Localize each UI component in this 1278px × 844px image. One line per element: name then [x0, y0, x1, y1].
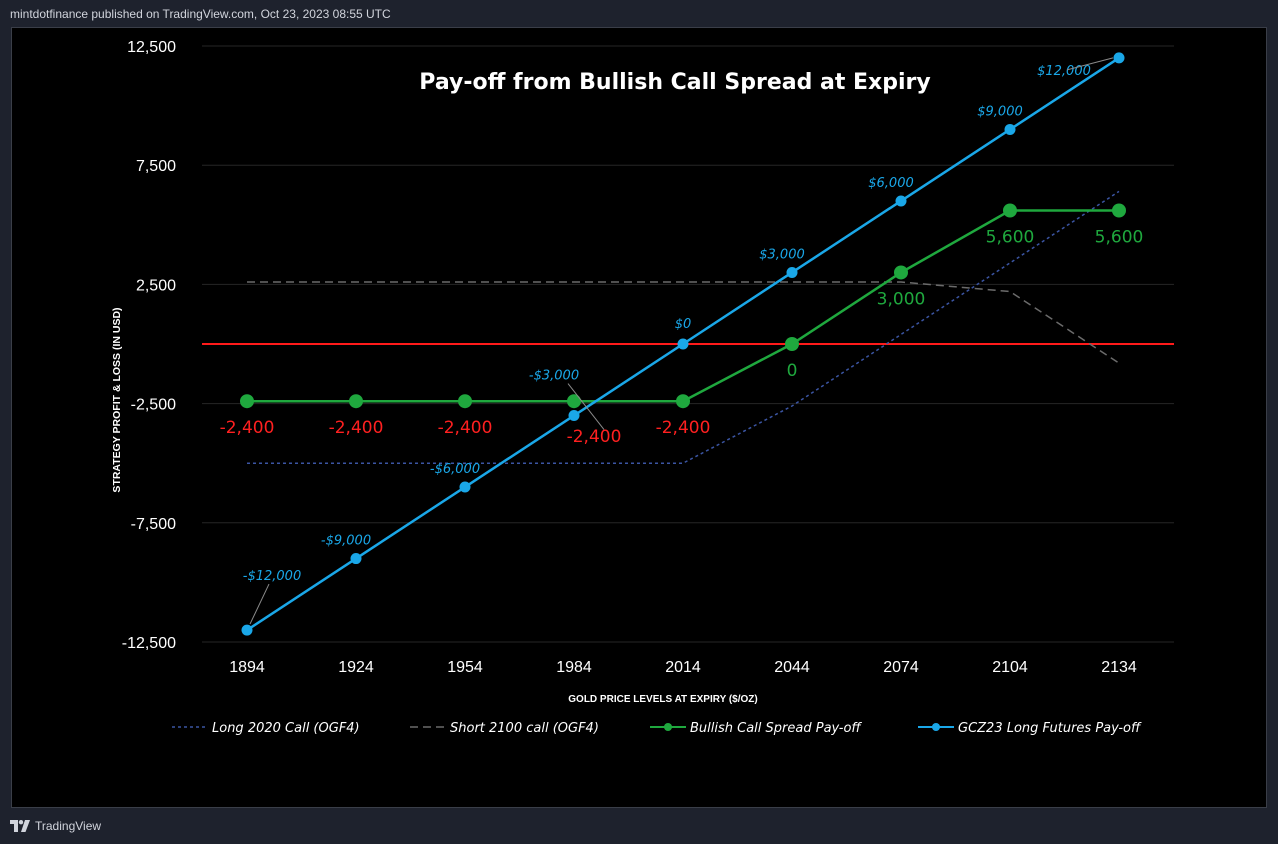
publisher-text: mintdotfinance published on TradingView.…: [10, 7, 391, 21]
x-tick-label: 1984: [556, 659, 592, 676]
label-leader-line: [249, 583, 270, 625]
x-tick-label: 1954: [447, 659, 483, 676]
spread-data-label: -2,400: [329, 418, 384, 438]
y-tick-label: 12,500: [127, 39, 176, 56]
payoff-chart: 12,500 7,500 2,500 -2,500 -7,500 -12,500 1894 1…: [111, 39, 1174, 736]
spread-point: [458, 394, 472, 409]
footer-bar[interactable]: TradingView: [10, 816, 101, 836]
x-tick-label: 2014: [665, 659, 701, 676]
spread-data-label: -2,400: [220, 418, 275, 438]
spread-point: [567, 394, 581, 409]
legend-label: Long 2020 Call (OGF4): [212, 721, 360, 736]
futures-data-label: $3,000: [759, 247, 805, 262]
spread-data-label: -2,400: [438, 418, 493, 438]
short-2100-call-line: [247, 281, 1120, 364]
futures-data-label: -$9,000: [321, 534, 371, 549]
y-tick-label: -12,500: [122, 635, 176, 652]
tradingview-logo-icon: [10, 820, 30, 832]
spread-point: [1003, 203, 1017, 218]
futures-point: [350, 553, 362, 565]
x-tick-label: 1894: [229, 659, 265, 676]
spread-point: [785, 337, 799, 351]
y-tick-label: -7,500: [131, 516, 176, 533]
spread-point: [349, 394, 363, 409]
spread-data-label: 5,600: [1095, 227, 1144, 247]
futures-point: [1004, 123, 1016, 135]
y-tick-label: 7,500: [136, 158, 176, 175]
spread-data-label: -2,400: [656, 418, 711, 438]
label-leader-line: [567, 383, 605, 430]
publish-header: mintdotfinance published on TradingView.…: [0, 0, 1278, 28]
legend-label: Short 2100 call (OGF4): [450, 721, 599, 736]
x-axis-title: GOLD PRICE LEVELS AT EXPIRY ($/OZ): [568, 694, 757, 705]
spread-data-label: 0: [787, 361, 798, 381]
label-leader-line: [1066, 57, 1114, 71]
futures-data-label: -$3,000: [529, 369, 579, 384]
futures-data-label: -$12,000: [243, 569, 301, 584]
legend-marker-futures: [932, 723, 940, 731]
footer-brand: TradingView: [35, 819, 102, 833]
x-tick-label: 2134: [1101, 659, 1137, 676]
spread-point: [894, 265, 908, 280]
legend-marker-spread: [664, 723, 672, 731]
futures-point: [1113, 52, 1125, 64]
x-tick-label: 2104: [992, 659, 1028, 676]
futures-data-label: $6,000: [868, 176, 914, 191]
y-tick-label: 2,500: [136, 277, 176, 294]
futures-point: [241, 624, 253, 636]
futures-point: [459, 481, 471, 493]
y-tick-label: -2,500: [131, 397, 176, 414]
futures-data-label: -$6,000: [430, 462, 480, 477]
legend-label: Bullish Call Spread Pay-off: [690, 721, 862, 736]
spread-point: [1112, 203, 1126, 218]
spread-data-label: 3,000: [877, 289, 926, 309]
x-tick-label: 2044: [774, 659, 810, 676]
spread-point: [240, 394, 254, 409]
spread-data-label: -2,400: [567, 427, 622, 447]
futures-point: [677, 338, 689, 350]
legend-label: GCZ23 Long Futures Pay-off: [958, 721, 1142, 736]
spread-data-label: 5,600: [986, 227, 1035, 247]
long-2020-call-line: [247, 190, 1120, 464]
spread-point: [676, 394, 690, 409]
x-tick-label: 2074: [883, 659, 919, 676]
futures-data-label: $9,000: [977, 104, 1023, 119]
futures-data-label: $0: [675, 317, 692, 332]
futures-point: [895, 195, 907, 207]
futures-point: [786, 266, 798, 278]
x-tick-label: 1924: [338, 659, 374, 676]
y-axis-title: STRATEGY PROFIT & LOSS (IN USD): [111, 307, 123, 492]
chart-title: Pay-off from Bullish Call Spread at Expi…: [419, 70, 930, 95]
futures-point: [568, 410, 580, 422]
chart-panel: 12,500 7,500 2,500 -2,500 -7,500 -12,500 1894 1…: [11, 27, 1267, 808]
